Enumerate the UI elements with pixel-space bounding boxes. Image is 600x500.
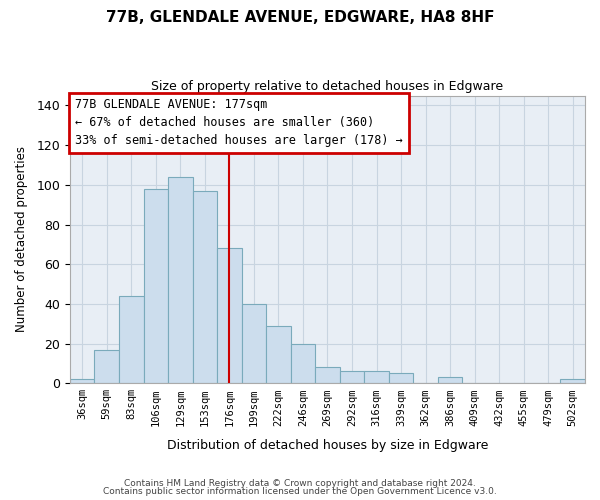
- Bar: [217, 248, 242, 383]
- Bar: [242, 304, 266, 383]
- Bar: [389, 374, 413, 383]
- Bar: [364, 372, 389, 383]
- Title: Size of property relative to detached houses in Edgware: Size of property relative to detached ho…: [151, 80, 503, 93]
- Bar: [193, 191, 217, 383]
- Bar: [290, 344, 315, 383]
- Text: 77B GLENDALE AVENUE: 177sqm
← 67% of detached houses are smaller (360)
33% of se: 77B GLENDALE AVENUE: 177sqm ← 67% of det…: [75, 98, 403, 148]
- Bar: [94, 350, 119, 383]
- Bar: [119, 296, 143, 383]
- Bar: [340, 372, 364, 383]
- Bar: [168, 177, 193, 383]
- Bar: [560, 380, 585, 383]
- Bar: [266, 326, 290, 383]
- Bar: [143, 189, 168, 383]
- Text: 77B, GLENDALE AVENUE, EDGWARE, HA8 8HF: 77B, GLENDALE AVENUE, EDGWARE, HA8 8HF: [106, 10, 494, 25]
- X-axis label: Distribution of detached houses by size in Edgware: Distribution of detached houses by size …: [167, 440, 488, 452]
- Y-axis label: Number of detached properties: Number of detached properties: [15, 146, 28, 332]
- Text: Contains public sector information licensed under the Open Government Licence v3: Contains public sector information licen…: [103, 487, 497, 496]
- Bar: [70, 380, 94, 383]
- Bar: [315, 368, 340, 383]
- Bar: [438, 378, 463, 383]
- Text: Contains HM Land Registry data © Crown copyright and database right 2024.: Contains HM Land Registry data © Crown c…: [124, 478, 476, 488]
